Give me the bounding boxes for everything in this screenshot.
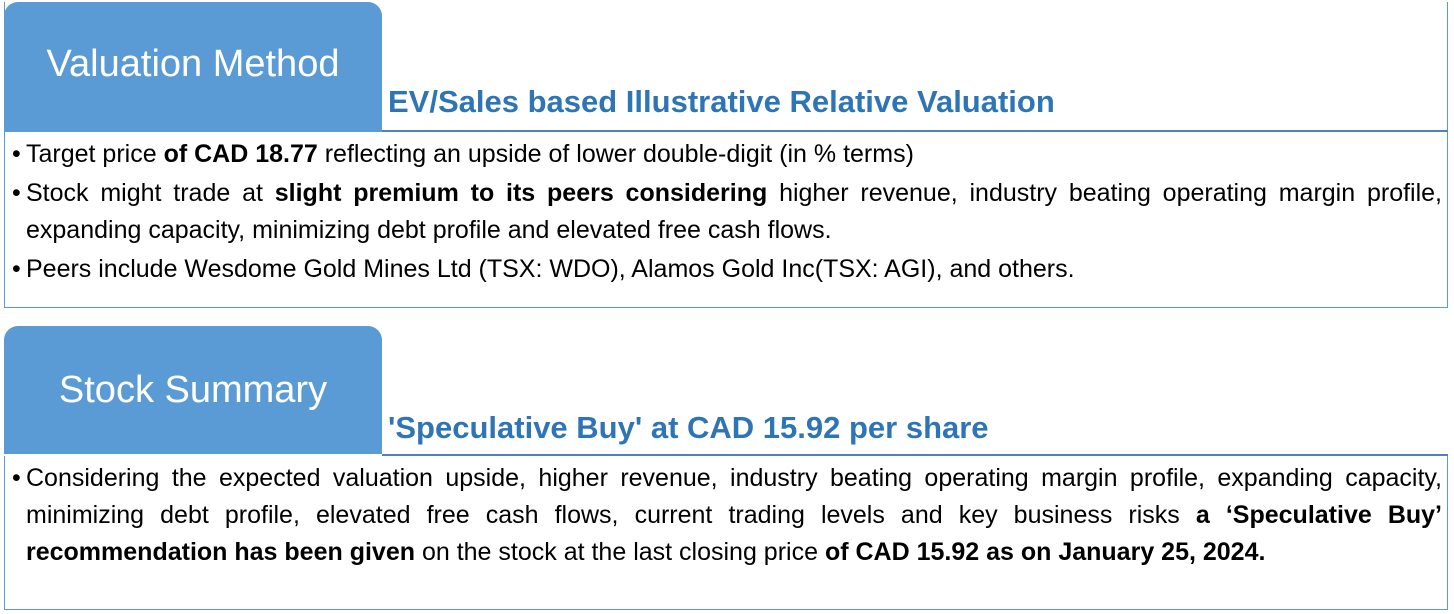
stock-summary-tab: Stock Summary xyxy=(4,326,382,454)
bullet-text: Peers include Wesdome Gold Mines Ltd (TS… xyxy=(26,251,1442,288)
bullet-text-run: Peers include Wesdome Gold Mines Ltd (TS… xyxy=(26,255,1075,283)
bullet-dot-icon: • xyxy=(12,255,21,283)
bullet-dot-icon: • xyxy=(12,140,21,168)
bullet-item: • Stock might trade at slight premium to … xyxy=(12,175,1442,249)
bullet-text: Stock might trade at slight premium to i… xyxy=(26,175,1442,249)
valuation-method-tab: Valuation Method xyxy=(4,2,382,132)
bullet-dot-icon: • xyxy=(12,464,21,492)
valuation-box-outline xyxy=(4,2,1448,308)
bullet-text-run: Target price xyxy=(26,140,164,168)
bullet-text: Considering the expected valuation upsid… xyxy=(26,460,1442,571)
valuation-bullet-list: • Target price of CAD 18.77 reflecting an… xyxy=(12,136,1442,290)
bullet-text-run: higher revenue, industry beating operati… xyxy=(26,179,1442,244)
valuation-method-section: Valuation Method EV/Sales based Illustra… xyxy=(4,2,1448,308)
summary-box-outline xyxy=(4,456,1448,610)
summary-subtitle: 'Speculative Buy' at CAD 15.92 per share xyxy=(388,410,989,445)
bullet-item: • Target price of CAD 18.77 reflecting an… xyxy=(12,136,1442,173)
bullet-item: • Considering the expected valuation upsi… xyxy=(12,460,1442,571)
bullet-text-run: reflecting an upside of lower double-dig… xyxy=(317,140,914,168)
valuation-method-title: Valuation Method xyxy=(46,42,340,85)
stock-summary-section: Stock Summary 'Speculative Buy' at CAD 1… xyxy=(4,326,1448,610)
bullet-bold-text: of CAD 15.92 as on January 25, 2024. xyxy=(824,538,1266,566)
stock-summary-title: Stock Summary xyxy=(58,368,328,411)
bullet-item: • Peers include Wesdome Gold Mines Ltd (T… xyxy=(12,251,1442,288)
bullet-text-run: Stock might trade at xyxy=(26,179,275,207)
bullet-text-run: on the stock at the last closing price xyxy=(415,538,825,566)
valuation-subtitle: EV/Sales based Illustrative Relative Val… xyxy=(388,84,1055,119)
bullet-bold-text: a ‘Speculative Buy’ recommendation has b… xyxy=(26,501,1442,566)
bullet-bold-text: of CAD 18.77 xyxy=(163,140,318,168)
bullet-text: Target price of CAD 18.77 reflecting an … xyxy=(26,136,1442,173)
summary-divider xyxy=(382,454,1448,456)
bullet-bold-text: slight premium to its peers considering xyxy=(274,179,768,207)
bullet-dot-icon: • xyxy=(12,179,21,207)
bullet-text-run: Considering the expected valuation upsid… xyxy=(26,464,1442,529)
summary-bullet-list: • Considering the expected valuation upsi… xyxy=(12,460,1442,573)
valuation-divider xyxy=(382,130,1448,132)
